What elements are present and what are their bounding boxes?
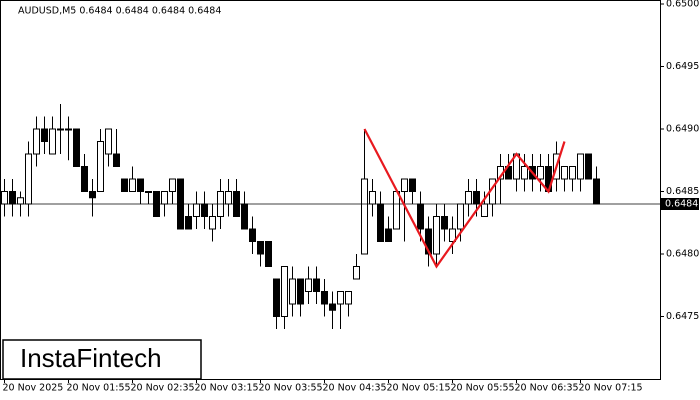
candle-body	[273, 278, 280, 317]
x-tick-label: 20 Nov 01:55	[67, 383, 131, 394]
candle-body	[313, 278, 320, 292]
candle-body	[377, 203, 384, 242]
candle-body	[561, 166, 568, 180]
current-price-label: 0.6484	[665, 199, 698, 210]
x-tick-label: 20 Nov 2025	[3, 383, 64, 394]
candle-body	[81, 166, 88, 192]
candle-body	[249, 228, 256, 242]
candle-body	[337, 291, 344, 305]
x-tick-label: 20 Nov 04:35	[323, 383, 387, 394]
x-tick-label: 20 Nov 06:35	[515, 383, 579, 394]
candle-body	[65, 128, 72, 131]
current-price-box	[661, 198, 699, 210]
candle-body	[297, 278, 304, 305]
candle-body	[169, 178, 176, 192]
candle-body	[577, 153, 584, 180]
candle-body	[289, 278, 296, 305]
x-tick-label: 20 Nov 07:15	[579, 383, 643, 394]
candle-body	[281, 266, 288, 317]
x-tick-label: 20 Nov 03:55	[259, 383, 323, 394]
candle-body	[569, 166, 576, 180]
candle-body	[97, 141, 104, 192]
candle-body	[409, 178, 416, 192]
candle-body	[57, 128, 64, 131]
candle-body	[225, 191, 232, 205]
candle-body	[465, 191, 472, 205]
candle-body	[457, 203, 464, 230]
candle-body	[401, 178, 408, 192]
candle-body	[345, 291, 352, 305]
y-tick-label: 0.6490	[666, 124, 699, 135]
candle-body	[537, 166, 544, 180]
candle-body	[73, 128, 80, 167]
candle-body	[193, 203, 200, 217]
candle-body	[449, 228, 456, 242]
candle-body	[369, 191, 376, 205]
candle-body	[321, 291, 328, 305]
candle-body	[145, 191, 152, 193]
candle-body	[417, 203, 424, 230]
y-tick-label: 0.6480	[666, 249, 699, 260]
watermark-box	[2, 339, 202, 380]
x-tick-label: 20 Nov 02:35	[131, 383, 195, 394]
candle-body	[113, 153, 120, 167]
candle-body	[441, 216, 448, 230]
candle-body	[361, 178, 368, 255]
candle-body	[385, 228, 392, 242]
pattern-line	[363, 128, 566, 269]
y-tick-label: 0.6475	[666, 311, 699, 322]
candle-body	[329, 303, 336, 311]
candle-body	[185, 216, 192, 230]
candle-body	[305, 278, 312, 292]
candle-body	[257, 241, 264, 255]
y-tick-label: 0.6485	[666, 186, 699, 197]
candle-body	[105, 128, 112, 155]
candle-body	[265, 241, 272, 267]
candle-body	[137, 178, 144, 192]
candle-body	[161, 191, 168, 205]
candle-body	[1, 191, 8, 205]
y-tick-label: 0.6495	[666, 61, 699, 72]
candle-body	[481, 203, 488, 217]
chart-title: AUDUSD,M5 0.6484 0.6484 0.6484 0.6484	[18, 6, 221, 17]
candle-body	[241, 203, 248, 230]
candle-body	[521, 166, 528, 180]
candle-body	[33, 128, 40, 155]
candle-body	[425, 228, 432, 255]
candle-body	[393, 191, 400, 230]
y-tick-label: 0.6500	[666, 0, 699, 10]
candle-body	[585, 153, 592, 180]
watermark: InstaFintech	[20, 343, 162, 373]
candle-body	[9, 191, 16, 205]
candle-body	[25, 153, 32, 205]
candle-body	[89, 191, 96, 199]
x-tick-label: 20 Nov 05:15	[387, 383, 451, 394]
x-tick-label: 20 Nov 03:15	[195, 383, 259, 394]
candle-body	[433, 216, 440, 255]
candle-body	[201, 203, 208, 217]
candle-body	[593, 178, 600, 205]
x-tick-label: 20 Nov 05:55	[451, 383, 515, 394]
candle-body	[17, 197, 24, 205]
candle-body	[49, 128, 56, 155]
candle-body	[209, 216, 216, 230]
candle-body	[41, 128, 48, 142]
candle-body	[353, 266, 360, 280]
candle-body	[473, 191, 480, 205]
candle-body	[121, 178, 128, 192]
candle-body	[129, 178, 136, 192]
